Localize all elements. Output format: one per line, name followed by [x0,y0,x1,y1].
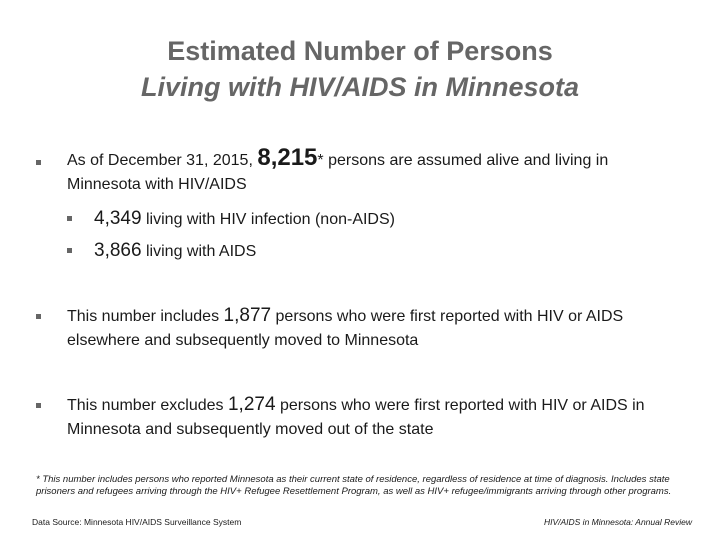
bullet: This number includes 1,877 persons who w… [67,304,667,353]
bullet-marker [36,160,41,165]
sub-number: 4,349 [94,208,142,229]
title-line-2: Living with HIV/AIDS in Minnesota [140,72,579,102]
sub-text: living with AIDS [146,243,257,260]
footnote: * This number includes persons who repor… [36,474,672,497]
sub-number: 3,866 [94,240,142,261]
source-left: Data Source: Minnesota HIV/AIDS Surveill… [32,517,242,527]
bullet-text: As of December 31, 2015, [67,152,253,169]
bullet-marker [36,403,41,408]
title-line-1: Estimated Number of Persons [167,36,553,66]
sub-text: living with HIV infection (non-AIDS) [146,211,395,228]
bullet-marker [36,314,41,319]
bullet: As of December 31, 2015, 8,215* persons … [67,146,667,197]
bullet-number: 8,215 [257,144,318,171]
source-right: HIV/AIDS in Minnesota: Annual Review [543,517,692,527]
footnote-mark: * [317,152,324,169]
bullet-text: persons who were first reported with HIV… [67,397,645,438]
bullet-marker [67,248,72,253]
bullet-text: This number excludes [67,397,224,414]
bullet-text: This number includes [67,308,220,325]
sub-bullet: 3,866 living with AIDS [94,240,256,262]
sub-bullet: 4,349 living with HIV infection (non-AID… [94,208,395,230]
bullet-text: persons who were first reported with HIV… [67,308,624,349]
bullet-text: persons are assumed alive and living in … [67,152,609,193]
bullet-number: 1,877 [223,305,272,326]
bullet-number: 1,274 [227,394,276,415]
bullet: This number excludes 1,274 persons who w… [67,393,667,442]
bullet-marker [67,216,72,221]
